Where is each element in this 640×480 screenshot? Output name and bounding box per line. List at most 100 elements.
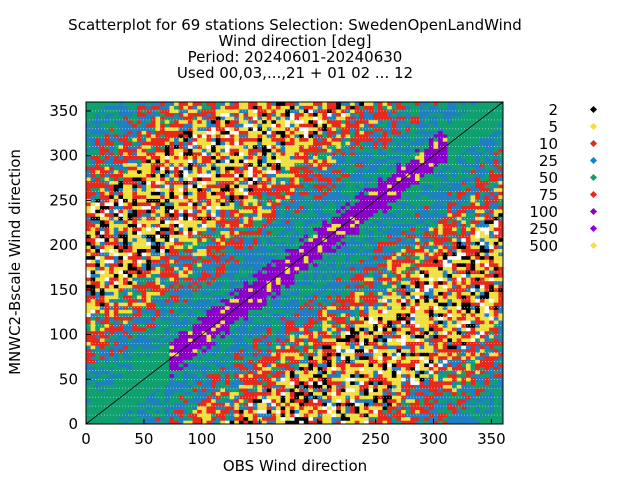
density-cell [322,309,328,314]
density-cell [317,266,323,271]
density-cell [308,345,314,350]
density-cell [160,166,166,171]
density-cell [169,109,175,114]
density-cell [243,248,249,253]
density-cell [174,187,179,192]
density-cell [308,241,314,246]
density-cell [308,363,314,368]
density-cell [262,212,267,217]
density-cell [104,334,110,339]
density-cell [155,127,161,131]
density-cell [238,370,244,375]
density-cell [160,237,166,242]
density-cell [294,123,300,128]
density-cell [155,180,161,185]
density-cell [299,288,305,292]
density-cell [252,220,258,224]
density-cell [322,366,328,371]
density-cell [211,112,217,117]
density-cell [160,305,166,310]
density-cell [150,352,156,357]
density-cell [187,348,193,353]
density-cell [192,373,198,378]
density-cell [174,284,179,289]
density-cell [99,288,105,292]
density-cell [238,198,244,203]
density-cell [211,195,217,199]
density-cell [271,227,277,232]
density-cell [132,148,138,153]
density-cell [326,259,332,264]
density-cell [299,295,305,300]
density-cell [303,180,309,185]
density-cell [113,416,119,421]
density-cell [289,341,295,346]
density-cell [317,352,323,357]
density-cell [197,127,203,131]
density-cell [136,388,142,393]
density-cell [280,409,286,414]
density-cell [136,237,142,242]
density-cell [225,202,230,207]
density-cell [95,323,101,328]
density-cell [155,177,161,182]
density-cell [229,137,235,142]
density-cell [285,237,291,242]
density-cell [313,370,318,375]
density-cell [299,370,305,375]
density-cell [174,148,179,153]
density-cell [164,320,170,325]
density-cell [336,105,342,110]
density-cell [178,184,184,189]
density-cell [215,295,221,300]
density-cell [271,237,277,242]
density-cell [197,305,203,310]
density-cell [187,223,193,228]
density-cell [211,302,217,307]
density-cell [252,177,258,182]
density-cell [192,245,198,249]
density-cell [313,302,318,307]
density-cell [127,134,133,139]
density-cell [225,255,230,260]
density-cell [225,280,230,285]
density-cell [234,327,240,332]
density-cell [331,356,337,360]
density-cell [164,363,170,368]
density-cell [178,155,184,160]
density-cell [86,220,91,224]
density-cell [211,352,217,357]
density-cell [317,284,323,289]
density-cell [211,144,217,149]
density-cell [229,223,235,228]
density-cell [285,255,291,260]
density-cell [90,313,96,317]
density-cell [160,298,166,303]
density-cell [141,134,147,139]
density-cell [132,152,138,156]
density-cell [174,338,179,343]
density-cell [294,148,300,153]
density-cell [86,162,91,167]
density-cell [206,252,212,257]
density-cell [113,155,119,160]
density-cell [326,237,332,242]
density-cell [225,356,230,360]
density-cell [118,327,124,332]
density-cell [289,169,295,174]
density-cell [187,345,193,350]
density-cell [155,119,161,124]
density-cell [187,105,193,110]
density-cell [294,313,300,317]
density-cell [257,391,263,396]
density-cell [146,191,152,196]
density-cell [248,141,254,146]
density-cell [215,191,221,196]
density-cell [86,384,91,389]
density-cell [271,127,277,131]
density-cell [178,205,184,210]
density-cell [220,173,226,178]
density-cell [243,291,249,296]
density-cell [313,116,318,121]
density-cell [299,338,305,343]
